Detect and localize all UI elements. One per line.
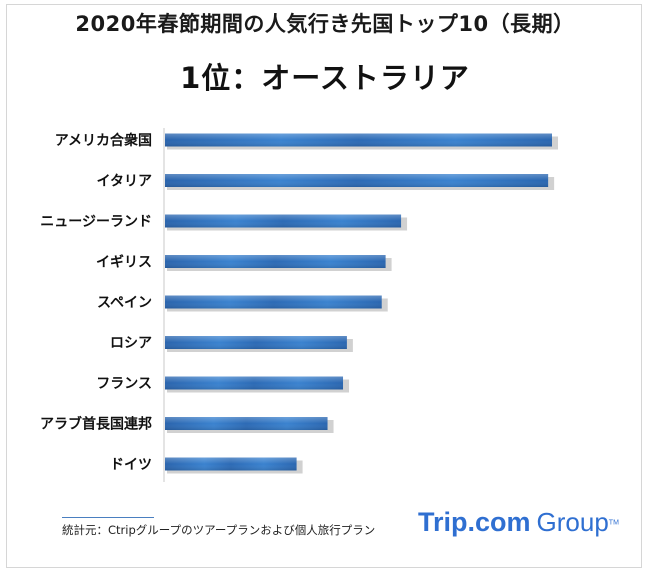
- bar-highlight: [165, 376, 344, 390]
- bar-highlight: [165, 336, 347, 349]
- bar-highlight: [165, 457, 297, 471]
- bar-highlight: [165, 174, 549, 187]
- category-label: スペイン: [97, 295, 152, 311]
- bar-highlight: [165, 214, 402, 228]
- bar-highlight: [165, 133, 552, 147]
- category-label: ニュージーランド: [40, 214, 152, 230]
- category-label: ロシア: [110, 336, 152, 352]
- bar-highlight: [165, 255, 386, 268]
- chart-subtitle: 1位：オーストラリア: [180, 61, 470, 95]
- chart-frame: [6, 4, 642, 568]
- category-label: イギリス: [96, 254, 152, 271]
- category-label: アラブ首長国連邦: [40, 416, 152, 433]
- bar-highlight: [165, 295, 382, 309]
- bar-series: [165, 133, 558, 474]
- logo-tm: TM: [608, 519, 619, 527]
- bar-highlight: [165, 417, 328, 430]
- logo-brand: Trip.com: [418, 507, 531, 537]
- category-label: イタリア: [97, 174, 152, 190]
- category-label: フランス: [96, 376, 152, 392]
- source-note: 統計元：Ctripグループのツアープランおよび個人旅行プラン: [62, 523, 376, 537]
- source-rule: [62, 517, 154, 518]
- tripcom-group-logo: Trip.com GroupTM: [418, 507, 619, 538]
- category-labels: アメリカ合衆国イタリアニュージーランドイギリススペインロシアフランスアラブ首長国…: [40, 132, 152, 473]
- category-label: ドイツ: [110, 457, 152, 473]
- logo-group: Group: [536, 507, 609, 537]
- chart-title: 2020年春節期間の人気行き先国トップ10（長期）: [75, 12, 575, 36]
- category-label: アメリカ合衆国: [55, 132, 152, 149]
